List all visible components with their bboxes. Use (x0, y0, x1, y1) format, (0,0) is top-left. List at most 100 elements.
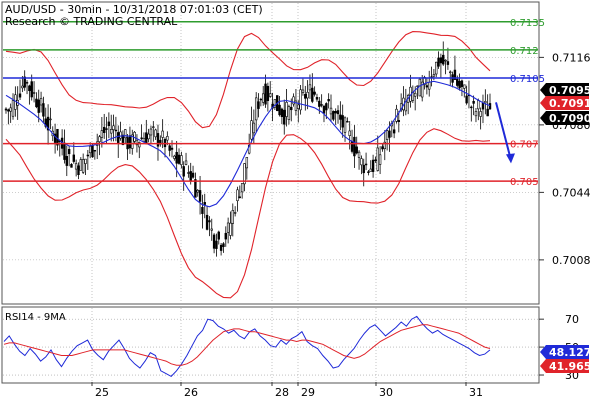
candle-body (280, 108, 284, 117)
candle-body (147, 133, 150, 140)
candle-body (287, 106, 291, 120)
level-label: 0.712 (510, 46, 539, 57)
candle-body (152, 126, 155, 128)
candle-body (114, 129, 118, 132)
candle-body (203, 202, 206, 205)
candle-body (423, 76, 426, 86)
candle-body (318, 100, 321, 107)
candle-body (100, 130, 104, 138)
candle-body (18, 93, 22, 98)
x-tick-label: 29 (301, 386, 315, 399)
price-tag (540, 83, 589, 97)
candle-body (269, 93, 272, 97)
level-label: 0.707 (510, 140, 539, 151)
candle-body (196, 190, 199, 193)
candle-body (191, 172, 195, 178)
candle-body (81, 159, 85, 173)
x-axis: 25 26 28 29 30 31 (91, 382, 483, 399)
candle-body (252, 122, 256, 134)
candle-body (334, 111, 337, 114)
candle-body (28, 85, 31, 92)
candle-body (477, 100, 480, 110)
candle-body (233, 212, 237, 214)
chart-title: AUD/USD - 30min - 10/31/2018 07:01:03 (C… (5, 3, 263, 16)
candle-body (465, 95, 468, 104)
candle-body (355, 146, 358, 154)
candle-body (463, 84, 466, 89)
candle-body (357, 151, 361, 158)
candle-body (273, 99, 277, 108)
candle-body (299, 89, 302, 111)
candle-body (131, 134, 134, 149)
candle-body (86, 154, 90, 157)
candle-body (21, 85, 24, 89)
candle-body (180, 155, 183, 166)
level-label: 0.7135 (510, 18, 545, 29)
candle-body (135, 139, 139, 146)
candle-body (292, 96, 295, 105)
x-tick-label: 31 (469, 386, 483, 399)
candle-body (11, 100, 15, 117)
candle-body (229, 222, 232, 236)
candle-body (103, 126, 106, 133)
candle-body (205, 214, 209, 230)
candle-body (77, 165, 80, 175)
candle-body (198, 190, 202, 202)
candle-body (217, 231, 220, 240)
bollinger-lower-band (5, 128, 491, 299)
candle-body (378, 154, 382, 165)
candle-body (168, 145, 171, 151)
candle-body (32, 92, 36, 94)
candle-body (313, 91, 316, 95)
candle-body (74, 163, 78, 170)
candle-body (481, 102, 485, 110)
candle-body (416, 85, 419, 87)
candle-body (37, 99, 40, 113)
candle-body (341, 115, 344, 128)
candle-body (124, 129, 127, 139)
forecast-arrow-head (506, 153, 515, 164)
candle-body (369, 168, 372, 172)
candle-body (79, 159, 83, 171)
candle-body (231, 210, 235, 224)
y-tick-label: 0.7044 (552, 186, 590, 199)
rsi-tags: 48.127441.9653 (540, 345, 590, 373)
candle-body (486, 108, 489, 117)
candle-body (145, 132, 148, 145)
candle-body (49, 118, 52, 121)
candle-body (346, 121, 349, 123)
candle-body (224, 232, 227, 240)
x-tick-label: 28 (275, 386, 289, 399)
candle-body (413, 92, 417, 97)
candle-body (107, 121, 111, 127)
candle-body (444, 59, 447, 62)
candle-body (474, 111, 478, 117)
candle-body (23, 76, 26, 88)
x-tick-label: 26 (184, 386, 198, 399)
candle-body (201, 207, 204, 214)
candle-body (149, 128, 153, 136)
candle-body (70, 164, 73, 168)
bollinger-upper-band (5, 31, 491, 129)
candle-body (243, 163, 246, 185)
candle-body (479, 111, 482, 117)
candle-body (250, 120, 253, 140)
candle-body (56, 128, 59, 146)
candle-body (278, 104, 281, 116)
candle-body (257, 101, 260, 109)
candle-body (458, 80, 461, 89)
candle-body (117, 132, 120, 144)
candle-body (332, 111, 335, 120)
candle-body (290, 106, 293, 111)
candle-body (304, 94, 307, 99)
moving-average-line (5, 80, 491, 208)
price-tag-label: 0.70902 (549, 112, 590, 125)
candle-body (266, 85, 270, 102)
y-tick-label: 70 (565, 313, 579, 326)
candle-body (437, 57, 440, 67)
rsi-tag-label: 41.9653 (549, 360, 590, 373)
candle-body (128, 135, 132, 149)
candle-body (154, 129, 157, 138)
